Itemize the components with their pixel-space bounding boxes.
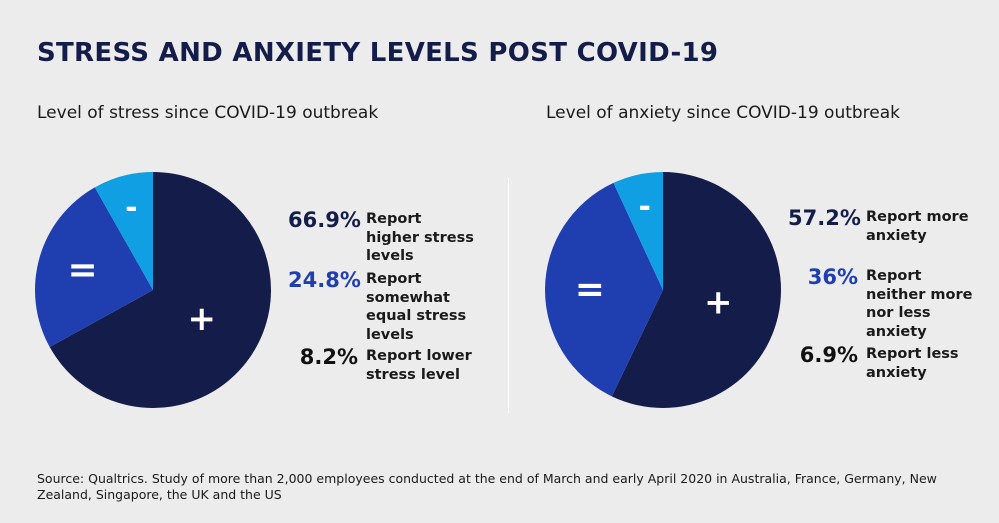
stress-legend-item-lower: 8.2% Report lower stress level <box>288 347 476 384</box>
stress-legend-item-higher: 66.9% Report higher stress levels <box>288 210 476 266</box>
stress-chart-title: Level of stress since COVID-19 outbreak <box>37 103 379 123</box>
stress-pie-chart: + =- <box>34 172 271 408</box>
stress-pie-slice-0 <box>49 172 271 408</box>
anxiety-legend-item-more: 57.2% Report more anxiety <box>788 208 976 245</box>
anxiety-pie-slice-0 <box>611 172 781 408</box>
page-title: STRESS AND ANXIETY LEVELS POST COVID-19 <box>37 38 719 68</box>
legend-percent: 36% <box>807 265 858 289</box>
stress-pie-slice-2 <box>94 172 153 290</box>
legend-percent: 24.8% <box>288 268 361 292</box>
anxiety-legend-item-less: 6.9% Report less anxiety <box>788 345 976 382</box>
stress-pie-slice-1 <box>34 187 153 348</box>
legend-percent: 57.2% <box>788 206 861 230</box>
chart-divider <box>508 178 509 413</box>
legend-percent: 66.9% <box>288 208 361 232</box>
anxiety-pie-symbol-0: + <box>704 283 733 323</box>
legend-description: Report lower stress level <box>366 348 472 383</box>
anxiety-pie-symbol-1: = <box>575 269 605 310</box>
anxiety-pie-symbol-2: - <box>639 190 651 225</box>
stress-legend-item-equal: 24.8% Report somewhat equal stress level… <box>288 270 476 344</box>
legend-percent: 8.2% <box>299 345 358 369</box>
legend-description: Report higher stress levels <box>366 211 474 264</box>
stress-pie-symbol-2: - <box>125 190 137 225</box>
anxiety-chart-title: Level of anxiety since COVID-19 outbreak <box>546 103 901 123</box>
anxiety-legend-item-neither: 36% Report neither more nor less anxiety <box>788 267 976 341</box>
legend-percent: 6.9% <box>799 343 858 367</box>
legend-description: Report less anxiety <box>866 346 959 381</box>
source-note: Source: Qualtrics. Study of more than 2,… <box>37 471 937 502</box>
stress-pie-symbol-0: + <box>188 299 217 339</box>
anxiety-pie-slice-2 <box>613 172 663 290</box>
legend-description: Report more anxiety <box>866 209 969 244</box>
anxiety-pie-slice-1 <box>545 182 663 397</box>
stress-pie-symbol-1: = <box>68 250 98 291</box>
legend-description: Report neither more nor less anxiety <box>866 268 973 340</box>
legend-description: Report somewhat equal stress levels <box>366 271 467 343</box>
anxiety-pie-chart: + = - <box>545 172 781 408</box>
